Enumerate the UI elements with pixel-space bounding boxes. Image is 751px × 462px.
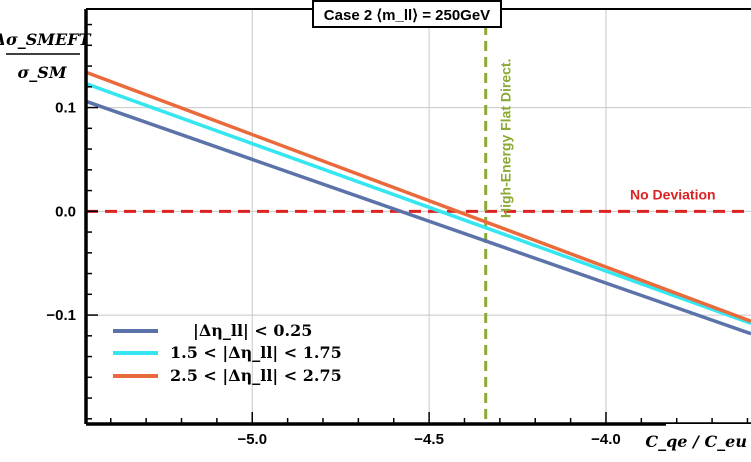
legend: |Δη_ll| < 0.25 1.5 < |Δη_ll| < 1.75 2.5 < … [113, 321, 342, 385]
legend-label-0: |Δη_ll| < 0.25 [193, 321, 312, 340]
reference-label-no-deviation: No Deviation [630, 186, 716, 202]
series-lines [86, 70, 751, 336]
y-tick-label-0: −0.1 [46, 307, 76, 324]
title-box [312, 0, 502, 28]
x-axis-label: C_qe / C_eu [645, 432, 747, 451]
title-text: Case 2 ⟨m_ll⟩ = 250GeV [324, 7, 490, 24]
x-tick-label-1: −4.5 [414, 431, 444, 448]
series-line-2 [86, 70, 751, 323]
x-tick-label-0: −5.0 [237, 431, 267, 448]
x-tick-label-2: −4.0 [591, 431, 621, 448]
y-axis-label-denominator: σ_SM [17, 63, 67, 82]
legend-label-1: 1.5 < |Δη_ll| < 1.75 [170, 343, 342, 362]
x-axis-label-bg [666, 424, 751, 456]
reference-lines: No Deviation High-Energy Flat Direct. [86, 9, 751, 424]
axis-ticks: −5.0 −4.5 −4.0 −0.1 0.0 0.1 [46, 23, 749, 448]
reference-label-flat-direction: High-Energy Flat Direct. [498, 59, 514, 218]
y-tick-label-1: 0.0 [55, 203, 76, 220]
y-tick-label-2: 0.1 [55, 100, 76, 117]
y-axis-label: Δσ_SMEFT σ_SM [0, 30, 92, 82]
y-axis-label-numerator: Δσ_SMEFT [0, 30, 92, 49]
chart-title: Case 2 ⟨m_ll⟩ = 250GeV [312, 0, 502, 28]
series-line-0 [86, 99, 751, 336]
legend-label-2: 2.5 < |Δη_ll| < 2.75 [170, 366, 342, 385]
series-line-1 [86, 82, 751, 326]
